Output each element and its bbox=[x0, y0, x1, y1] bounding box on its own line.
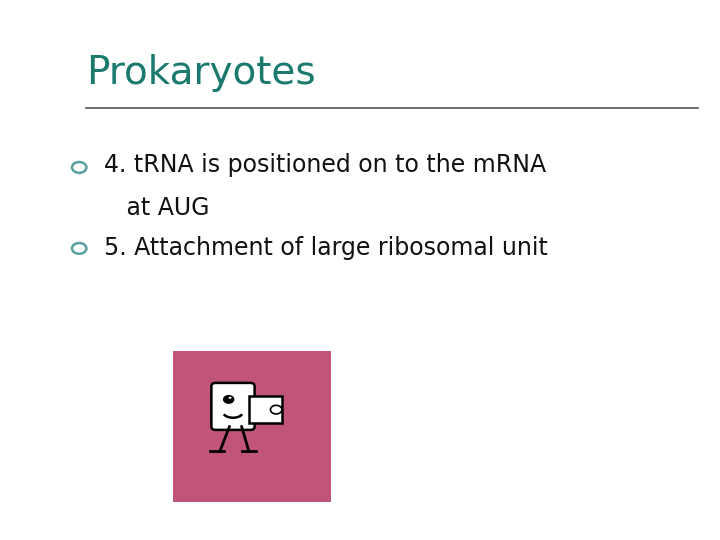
Circle shape bbox=[224, 396, 234, 403]
Text: Prokaryotes: Prokaryotes bbox=[86, 54, 316, 92]
Text: 5. Attachment of large ribosomal unit: 5. Attachment of large ribosomal unit bbox=[104, 237, 548, 260]
Circle shape bbox=[271, 406, 282, 414]
FancyBboxPatch shape bbox=[249, 396, 282, 423]
Text: 4. tRNA is positioned on to the mRNA: 4. tRNA is positioned on to the mRNA bbox=[104, 153, 546, 177]
Text: at AUG: at AUG bbox=[104, 196, 210, 220]
FancyBboxPatch shape bbox=[173, 351, 331, 502]
Circle shape bbox=[229, 397, 232, 399]
FancyBboxPatch shape bbox=[212, 383, 255, 430]
